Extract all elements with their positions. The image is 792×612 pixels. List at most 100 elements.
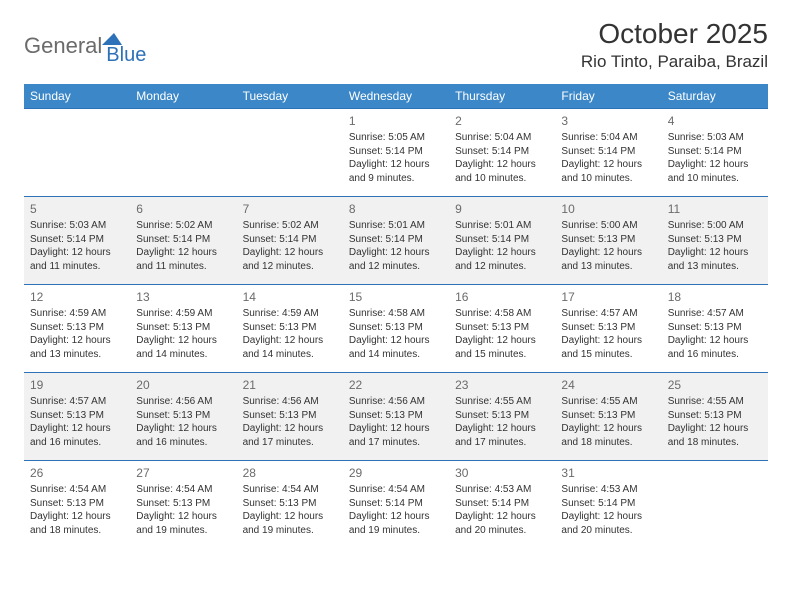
day-cell: 22Sunrise: 4:56 AMSunset: 5:13 PMDayligh… bbox=[343, 373, 449, 461]
day-info: Sunrise: 4:54 AMSunset: 5:13 PMDaylight:… bbox=[136, 483, 230, 537]
day-number: 14 bbox=[243, 289, 337, 305]
day-number: 30 bbox=[455, 465, 549, 481]
day-number: 23 bbox=[455, 377, 549, 393]
day-cell: 23Sunrise: 4:55 AMSunset: 5:13 PMDayligh… bbox=[449, 373, 555, 461]
day-info: Sunrise: 5:03 AMSunset: 5:14 PMDaylight:… bbox=[668, 131, 762, 185]
day-number: 27 bbox=[136, 465, 230, 481]
day-header-wed: Wednesday bbox=[343, 84, 449, 109]
day-number: 18 bbox=[668, 289, 762, 305]
day-number: 17 bbox=[561, 289, 655, 305]
day-info: Sunrise: 4:59 AMSunset: 5:13 PMDaylight:… bbox=[243, 307, 337, 361]
day-cell: 28 Sunrise: 4:54 AMSunset: 5:13 PMDayligh… bbox=[237, 461, 343, 549]
day-number: 20 bbox=[136, 377, 230, 393]
location: Rio Tinto, Paraiba, Brazil bbox=[581, 52, 768, 72]
day-number: 26 bbox=[30, 465, 124, 481]
empty-cell bbox=[237, 109, 343, 197]
day-info: Sunrise: 4:53 AMSunset: 5:14 PMDaylight:… bbox=[455, 483, 549, 537]
day-number: 29 bbox=[349, 465, 443, 481]
day-info: Sunrise: 4:57 AMSunset: 5:13 PMDaylight:… bbox=[668, 307, 762, 361]
week-row: 5 Sunrise: 5:03 AMSunset: 5:14 PMDaylight… bbox=[24, 197, 768, 285]
day-info: Sunrise: 4:54 AMSunset: 5:14 PMDaylight:… bbox=[349, 483, 443, 537]
day-info: Sunrise: 4:53 AMSunset: 5:14 PMDaylight:… bbox=[561, 483, 655, 537]
day-number: 16 bbox=[455, 289, 549, 305]
day-cell: 24 Sunrise: 4:55 AMSunset: 5:13 PMDayligh… bbox=[555, 373, 661, 461]
day-number: 1 bbox=[349, 113, 443, 129]
day-number: 3 bbox=[561, 113, 655, 129]
day-cell: 15 Sunrise: 4:58 AMSunset: 5:13 PMDayligh… bbox=[343, 285, 449, 373]
day-number: 12 bbox=[30, 289, 124, 305]
header: General Blue October 2025 Rio Tinto, Par… bbox=[24, 18, 768, 72]
day-cell: 6 Sunrise: 5:02 AMSunset: 5:14 PMDaylight… bbox=[130, 197, 236, 285]
day-info: Sunrise: 5:05 AMSunset: 5:14 PMDaylight:… bbox=[349, 131, 443, 185]
logo: General Blue bbox=[24, 24, 146, 67]
empty-cell bbox=[24, 109, 130, 197]
day-info: Sunrise: 4:56 AMSunset: 5:13 PMDaylight:… bbox=[243, 395, 337, 449]
day-info: Sunrise: 4:59 AMSunset: 5:13 PMDaylight:… bbox=[136, 307, 230, 361]
week-row: 26 Sunrise: 4:54 AMSunset: 5:13 PMDayligh… bbox=[24, 461, 768, 549]
day-number: 6 bbox=[136, 201, 230, 217]
day-info: Sunrise: 4:59 AMSunset: 5:13 PMDaylight:… bbox=[30, 307, 124, 361]
day-cell: 12 Sunrise: 4:59 AMSunset: 5:13 PMDayligh… bbox=[24, 285, 130, 373]
day-cell: 29 Sunrise: 4:54 AMSunset: 5:14 PMDayligh… bbox=[343, 461, 449, 549]
day-cell: 20 Sunrise: 4:56 AMSunset: 5:13 PMDayligh… bbox=[130, 373, 236, 461]
day-info: Sunrise: 5:00 AMSunset: 5:13 PMDaylight:… bbox=[668, 219, 762, 273]
day-cell: 17Sunrise: 4:57 AMSunset: 5:13 PMDayligh… bbox=[555, 285, 661, 373]
calendar-body: 1 Sunrise: 5:05 AMSunset: 5:14 PMDaylight… bbox=[24, 109, 768, 549]
day-number: 4 bbox=[668, 113, 762, 129]
day-info: Sunrise: 4:54 AMSunset: 5:13 PMDaylight:… bbox=[243, 483, 337, 537]
day-cell: 14 Sunrise: 4:59 AMSunset: 5:13 PMDayligh… bbox=[237, 285, 343, 373]
day-cell: 19Sunrise: 4:57 AMSunset: 5:13 PMDayligh… bbox=[24, 373, 130, 461]
day-cell: 27 Sunrise: 4:54 AMSunset: 5:13 PMDayligh… bbox=[130, 461, 236, 549]
day-cell: 8 Sunrise: 5:01 AMSunset: 5:14 PMDaylight… bbox=[343, 197, 449, 285]
day-info: Sunrise: 5:02 AMSunset: 5:14 PMDaylight:… bbox=[136, 219, 230, 273]
day-header-row: Sunday Monday Tuesday Wednesday Thursday… bbox=[24, 84, 768, 109]
day-cell: 7 Sunrise: 5:02 AMSunset: 5:14 PMDaylight… bbox=[237, 197, 343, 285]
empty-cell bbox=[130, 109, 236, 197]
day-info: Sunrise: 5:04 AMSunset: 5:14 PMDaylight:… bbox=[561, 131, 655, 185]
day-number: 13 bbox=[136, 289, 230, 305]
day-number: 11 bbox=[668, 201, 762, 217]
day-number: 25 bbox=[668, 377, 762, 393]
week-row: 12 Sunrise: 4:59 AMSunset: 5:13 PMDayligh… bbox=[24, 285, 768, 373]
day-number: 24 bbox=[561, 377, 655, 393]
day-info: Sunrise: 4:54 AMSunset: 5:13 PMDaylight:… bbox=[30, 483, 124, 537]
day-info: Sunrise: 4:55 AMSunset: 5:13 PMDaylight:… bbox=[668, 395, 762, 449]
day-info: Sunrise: 5:02 AMSunset: 5:14 PMDaylight:… bbox=[243, 219, 337, 273]
day-number: 2 bbox=[455, 113, 549, 129]
day-info: Sunrise: 4:56 AMSunset: 5:13 PMDaylight:… bbox=[349, 395, 443, 449]
day-info: Sunrise: 5:00 AMSunset: 5:13 PMDaylight:… bbox=[561, 219, 655, 273]
day-cell: 30 Sunrise: 4:53 AMSunset: 5:14 PMDayligh… bbox=[449, 461, 555, 549]
day-cell: 21 Sunrise: 4:56 AMSunset: 5:13 PMDayligh… bbox=[237, 373, 343, 461]
day-header-tue: Tuesday bbox=[237, 84, 343, 109]
day-number: 10 bbox=[561, 201, 655, 217]
day-number: 21 bbox=[243, 377, 337, 393]
day-header-sun: Sunday bbox=[24, 84, 130, 109]
day-number: 28 bbox=[243, 465, 337, 481]
day-cell: 3 Sunrise: 5:04 AMSunset: 5:14 PMDaylight… bbox=[555, 109, 661, 197]
day-number: 15 bbox=[349, 289, 443, 305]
week-row: 19Sunrise: 4:57 AMSunset: 5:13 PMDayligh… bbox=[24, 373, 768, 461]
day-cell: 10 Sunrise: 5:00 AMSunset: 5:13 PMDayligh… bbox=[555, 197, 661, 285]
day-number: 8 bbox=[349, 201, 443, 217]
day-info: Sunrise: 4:56 AMSunset: 5:13 PMDaylight:… bbox=[136, 395, 230, 449]
logo-text-blue: Blue bbox=[106, 44, 146, 67]
day-cell: 2Sunrise: 5:04 AMSunset: 5:14 PMDaylight… bbox=[449, 109, 555, 197]
day-info: Sunrise: 4:55 AMSunset: 5:13 PMDaylight:… bbox=[561, 395, 655, 449]
day-cell: 26 Sunrise: 4:54 AMSunset: 5:13 PMDayligh… bbox=[24, 461, 130, 549]
day-cell: 5 Sunrise: 5:03 AMSunset: 5:14 PMDaylight… bbox=[24, 197, 130, 285]
day-header-fri: Friday bbox=[555, 84, 661, 109]
empty-cell bbox=[662, 461, 768, 549]
day-number: 7 bbox=[243, 201, 337, 217]
day-info: Sunrise: 4:58 AMSunset: 5:13 PMDaylight:… bbox=[455, 307, 549, 361]
day-info: Sunrise: 5:01 AMSunset: 5:14 PMDaylight:… bbox=[349, 219, 443, 273]
day-number: 19 bbox=[30, 377, 124, 393]
day-cell: 13 Sunrise: 4:59 AMSunset: 5:13 PMDayligh… bbox=[130, 285, 236, 373]
week-row: 1 Sunrise: 5:05 AMSunset: 5:14 PMDaylight… bbox=[24, 109, 768, 197]
day-info: Sunrise: 4:58 AMSunset: 5:13 PMDaylight:… bbox=[349, 307, 443, 361]
day-header-thu: Thursday bbox=[449, 84, 555, 109]
day-cell: 31Sunrise: 4:53 AMSunset: 5:14 PMDayligh… bbox=[555, 461, 661, 549]
calendar-table: Sunday Monday Tuesday Wednesday Thursday… bbox=[24, 84, 768, 549]
day-number: 5 bbox=[30, 201, 124, 217]
day-info: Sunrise: 5:03 AMSunset: 5:14 PMDaylight:… bbox=[30, 219, 124, 273]
logo-text-general: General bbox=[24, 33, 102, 59]
